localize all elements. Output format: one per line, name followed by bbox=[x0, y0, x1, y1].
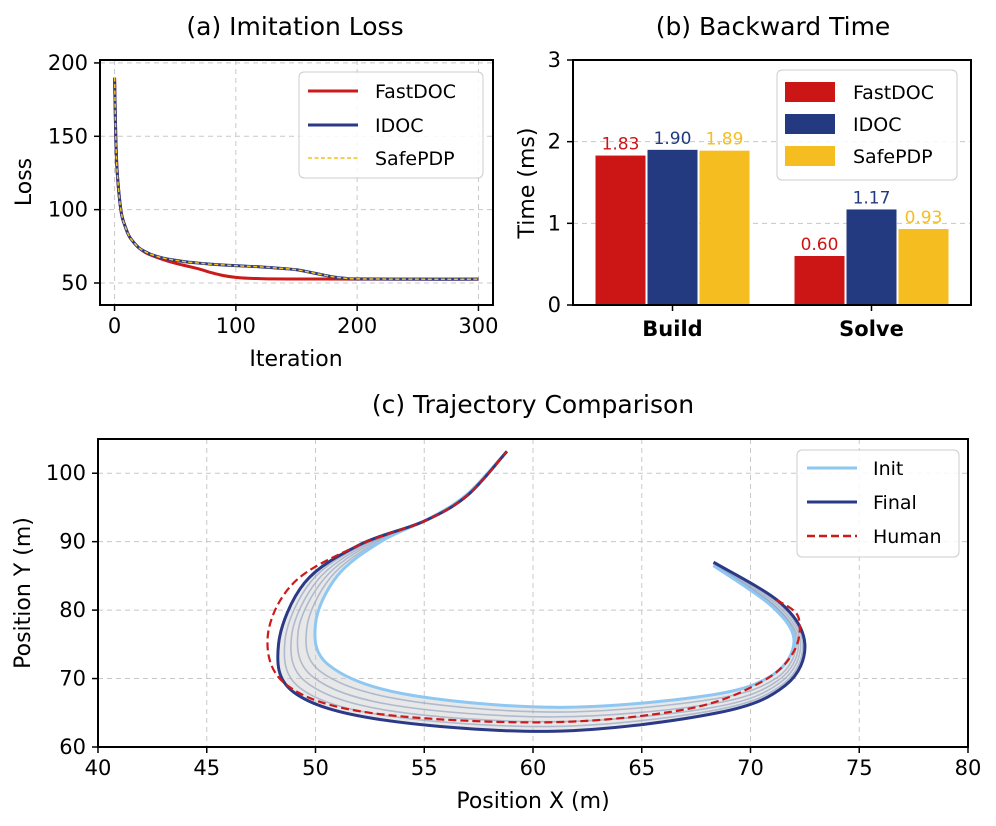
bar-build-idoc bbox=[647, 149, 698, 305]
bar-value-label: 1.90 bbox=[654, 129, 692, 149]
trajectory-line-human bbox=[266, 450, 801, 724]
category-label: Solve bbox=[839, 317, 904, 341]
legend-a-fastdoc-label: FastDOC bbox=[375, 81, 456, 103]
panel-a-series bbox=[113, 77, 479, 281]
panel-trajectory-comparison: (c) Trajectory Comparison 40 45 50 55 60 65 70… bbox=[11, 390, 981, 814]
trajectory-iterate-line bbox=[305, 450, 797, 713]
panel-c-xtick-label: 70 bbox=[737, 756, 764, 780]
panel-c-ytick-label: 100 bbox=[46, 461, 86, 485]
panel-c-xtick-label: 65 bbox=[628, 756, 655, 780]
bar-solve-idoc bbox=[846, 209, 897, 305]
legend-a-idoc-label: IDOC bbox=[375, 115, 423, 137]
panel-b-legend: FastDOC IDOC SafePDP bbox=[776, 69, 958, 181]
panel-c-ticks: 40 45 50 55 60 65 70 75 80 60 70 80 90 100 bbox=[46, 461, 981, 780]
panel-a-legend-box bbox=[298, 71, 484, 179]
bar-build-fastdoc bbox=[595, 155, 646, 305]
panel-a-ytick-label: 100 bbox=[48, 198, 88, 222]
panel-c-xtick-label: 50 bbox=[302, 756, 329, 780]
panel-c-title: (c) Trajectory Comparison bbox=[372, 390, 694, 419]
panel-b-ylabel: Time (ms) bbox=[515, 128, 540, 240]
bar-solve-fastdoc bbox=[794, 256, 845, 305]
panel-c-xtick-label: 45 bbox=[193, 756, 220, 780]
bar-value-label: 1.83 bbox=[602, 135, 640, 155]
panel-c-ylabel: Position Y (m) bbox=[11, 517, 36, 669]
panel-a-ytick-label: 200 bbox=[48, 51, 88, 75]
legend-b-fastdoc-swatch bbox=[785, 82, 835, 102]
panel-c-xtick-label: 80 bbox=[955, 756, 982, 780]
panel-a-xtick-label: 0 bbox=[108, 314, 121, 338]
panel-a-ytick-label: 50 bbox=[61, 271, 88, 295]
panel-c-xtick-label: 55 bbox=[411, 756, 438, 780]
panel-a-ytick-label: 150 bbox=[48, 124, 88, 148]
panel-c-ytick-label: 70 bbox=[59, 667, 86, 691]
trajectory-iterate-line bbox=[290, 450, 802, 723]
panel-backward-time: (b) Backward Time 1.83 1.90 1.89 0.60 1.17 0.… bbox=[515, 12, 972, 341]
panel-c-xtick-label: 40 bbox=[85, 756, 112, 780]
legend-a-safepdp-label: SafePDP bbox=[375, 148, 455, 170]
panel-b-frame bbox=[572, 59, 972, 306]
trajectory-line-init bbox=[313, 450, 796, 709]
panel-c-xtick-label: 60 bbox=[520, 756, 547, 780]
panel-c-legend-box bbox=[796, 449, 960, 558]
bar-build-safepdp bbox=[699, 150, 750, 305]
legend-c-init-label: Init bbox=[873, 458, 903, 480]
bar-value-label: 0.93 bbox=[905, 208, 943, 228]
panel-a-ylabel: Loss bbox=[12, 158, 37, 206]
legend-c-final-label: Final bbox=[873, 492, 917, 514]
panel-b-title: (b) Backward Time bbox=[656, 12, 891, 41]
panel-c-ytick-label: 60 bbox=[59, 735, 86, 759]
panel-c-legend: Init Final Human bbox=[796, 449, 960, 558]
panel-a-ticks: 0 100 200 300 50 100 150 200 bbox=[48, 51, 499, 338]
panel-c-series bbox=[266, 450, 807, 733]
legend-b-idoc-swatch bbox=[785, 114, 835, 134]
panel-c-ytick-label: 90 bbox=[59, 530, 86, 554]
bar-value-label: 1.17 bbox=[853, 188, 891, 208]
bar-value-label: 0.60 bbox=[801, 235, 839, 255]
panel-c-ytick-label: 80 bbox=[59, 598, 86, 622]
trajectory-iterate-line bbox=[296, 450, 800, 718]
panel-b-ytick-label: 0 bbox=[548, 293, 561, 317]
series-line-idoc bbox=[113, 77, 479, 281]
panel-a-xtick-label: 100 bbox=[216, 314, 256, 338]
panel-b-bars: 1.83 1.90 1.89 0.60 1.17 0.93 bbox=[595, 129, 949, 305]
panel-a-title: (a) Imitation Loss bbox=[186, 12, 403, 41]
panel-a-xtick-label: 300 bbox=[458, 314, 498, 338]
legend-b-fastdoc-label: FastDOC bbox=[853, 82, 934, 104]
panel-b-ytick-label: 2 bbox=[548, 130, 561, 154]
bar-value-label: 1.89 bbox=[706, 130, 744, 150]
category-label: Build bbox=[642, 317, 702, 341]
panel-b-ytick-label: 1 bbox=[548, 211, 561, 235]
legend-b-idoc-label: IDOC bbox=[853, 114, 901, 136]
bar-solve-safepdp bbox=[898, 229, 949, 305]
legend-b-safepdp-swatch bbox=[785, 146, 835, 166]
legend-b-safepdp-label: SafePDP bbox=[853, 146, 933, 168]
panel-b-ticks: 0 1 2 3 Build Solve bbox=[548, 48, 904, 341]
panel-imitation-loss: (a) Imitation Loss 0 100 200 300 50 100 150 200… bbox=[12, 12, 498, 372]
panel-c-xlabel: Position X (m) bbox=[456, 789, 609, 814]
legend-c-human-label: Human bbox=[873, 526, 942, 548]
panel-a-xlabel: Iteration bbox=[249, 347, 342, 372]
panel-c-xtick-label: 75 bbox=[846, 756, 873, 780]
panel-b-ytick-label: 3 bbox=[548, 48, 561, 72]
panel-a-frame bbox=[99, 59, 494, 306]
panel-a-legend: FastDOC IDOC SafePDP bbox=[298, 71, 484, 179]
panel-a-xtick-label: 200 bbox=[337, 314, 377, 338]
